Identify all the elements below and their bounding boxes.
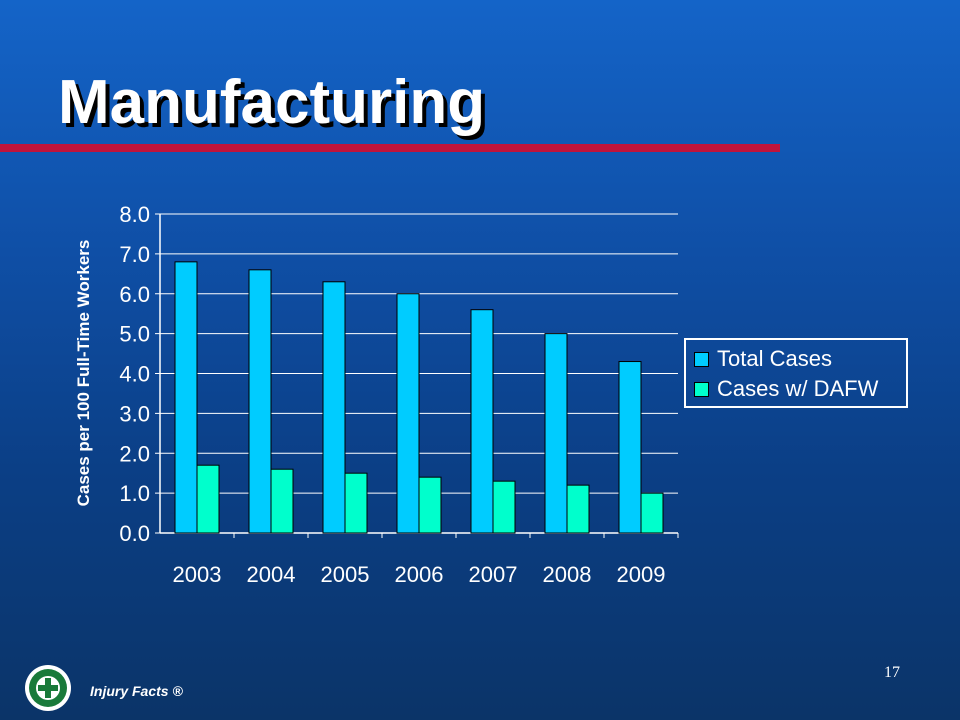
x-tick-label: 2007 [469, 562, 518, 587]
y-tick-label: 8.0 [119, 202, 150, 227]
y-tick-label: 0.0 [119, 521, 150, 546]
bar-total-cases [322, 281, 346, 534]
title-underline [0, 144, 780, 152]
bar-total-cases [248, 269, 272, 534]
bar-cases-dafw [640, 492, 664, 534]
bar-cases-dafw [418, 476, 442, 534]
bar-total-cases [544, 333, 568, 534]
legend-label-cases-dafw: Cases w/ DAFW [717, 376, 879, 401]
chart-legend: Total Cases Cases w/ DAFW [684, 338, 908, 408]
bar-cases-dafw [566, 484, 590, 534]
bar-total-cases [470, 309, 494, 534]
legend-item-total-cases: Total Cases [694, 344, 898, 374]
bar-cases-dafw [196, 464, 220, 534]
x-tick-label: 2005 [321, 562, 370, 587]
y-tick-label: 5.0 [119, 322, 150, 347]
x-tick-label: 2004 [247, 562, 296, 587]
y-tick-label: 7.0 [119, 242, 150, 267]
bar-cases-dafw [492, 480, 516, 534]
bar-total-cases [618, 361, 642, 534]
bar-cases-dafw [344, 472, 368, 534]
x-tick-label: 2009 [617, 562, 666, 587]
footer-label: Injury Facts ® [90, 683, 183, 699]
bar-cases-dafw [270, 468, 294, 534]
legend-swatch-cases-dafw [694, 381, 709, 397]
legend-swatch-total-cases [694, 351, 709, 367]
y-axis-label: Cases per 100 Full-Time Workers [74, 240, 93, 507]
y-tick-label: 6.0 [119, 282, 150, 307]
page-number: 17 [884, 664, 900, 681]
nsc-logo-icon [25, 665, 71, 711]
x-tick-label: 2003 [173, 562, 222, 587]
bar-total-cases [396, 293, 420, 534]
y-tick-label: 3.0 [119, 401, 150, 426]
legend-item-cases-dafw: Cases w/ DAFW [694, 374, 898, 404]
y-tick-label: 1.0 [119, 481, 150, 506]
slide-title: Manufacturing [58, 68, 486, 137]
bar-total-cases [174, 261, 198, 534]
x-tick-label: 2008 [543, 562, 592, 587]
legend-label-total-cases: Total Cases [717, 346, 832, 371]
y-tick-label: 4.0 [119, 362, 150, 387]
x-tick-label: 2006 [395, 562, 444, 587]
y-tick-label: 2.0 [119, 441, 150, 466]
